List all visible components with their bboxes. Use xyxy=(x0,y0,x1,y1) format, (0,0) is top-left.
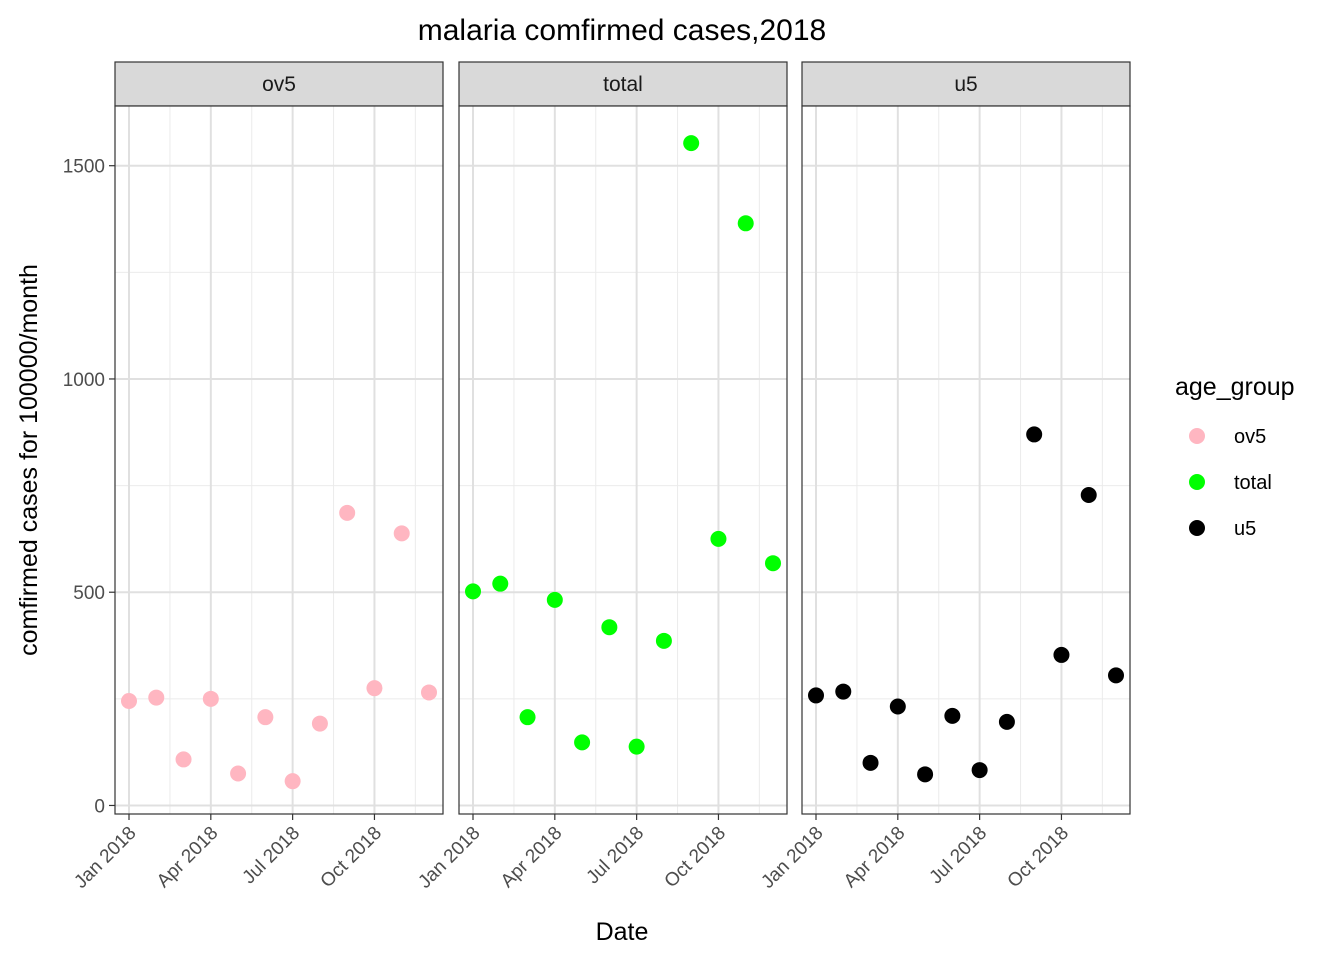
data-point-ov5 xyxy=(148,689,165,706)
data-point-total xyxy=(574,734,591,751)
strip-background xyxy=(114,61,444,107)
x-tick-label: Jul 2018 xyxy=(583,823,649,889)
legend-title: age_group xyxy=(1175,373,1295,401)
y-tick-label: 0 xyxy=(94,796,105,817)
data-point-u5 xyxy=(808,687,824,704)
data-point-total xyxy=(601,619,618,636)
strip-label-u5: u5 xyxy=(954,73,977,96)
data-point-u5 xyxy=(1080,486,1097,503)
legend-label-u5: u5 xyxy=(1234,518,1256,540)
x-tick-label: Oct 2018 xyxy=(1004,823,1073,892)
data-point-total xyxy=(546,591,563,608)
data-point-u5 xyxy=(835,683,852,700)
data-point-total xyxy=(628,738,645,755)
legend-key-ov5 xyxy=(1189,428,1205,444)
data-point-ov5 xyxy=(311,715,328,732)
data-point-ov5 xyxy=(421,684,437,701)
x-axis-title: Date xyxy=(596,918,649,946)
data-point-u5 xyxy=(998,713,1015,730)
y-tick-label: 500 xyxy=(73,583,105,604)
legend-item-u5: u5 xyxy=(1189,518,1256,540)
data-point-total xyxy=(465,583,481,600)
x-tick-label: Jul 2018 xyxy=(926,823,992,889)
data-point-ov5 xyxy=(257,709,274,726)
legend-items: ov5 total u5 xyxy=(1189,426,1272,540)
legend-label-ov5: ov5 xyxy=(1234,426,1266,448)
x-tick-label: Apr 2018 xyxy=(153,823,222,892)
data-point-ov5 xyxy=(393,525,410,542)
data-point-total xyxy=(655,632,672,649)
strip-label-ov5: ov5 xyxy=(262,73,296,96)
data-point-u5 xyxy=(971,762,988,779)
x-tick-label: Apr 2018 xyxy=(840,823,909,892)
data-point-u5 xyxy=(862,754,879,771)
y-tick-label: 1500 xyxy=(63,157,105,178)
legend: age_group ov5 total u5 xyxy=(1175,373,1295,540)
data-point-ov5 xyxy=(202,690,219,707)
data-point-ov5 xyxy=(284,773,301,790)
panel-border xyxy=(458,105,788,815)
facet-panel-total: total Jan 2018 Apr 2018 Jul 2018 Oct 2018 xyxy=(414,61,788,893)
x-tick-label: Oct 2018 xyxy=(661,823,730,892)
strip-background xyxy=(801,61,1131,107)
facet-panel-u5: u5 Jan 2018 Apr 2018 Jul 2018 Oct 2018 xyxy=(757,61,1131,893)
panel-border xyxy=(801,105,1131,815)
legend-label-total: total xyxy=(1234,472,1272,494)
data-point-ov5 xyxy=(121,692,137,709)
chart-title: malaria comfirmed cases,2018 xyxy=(418,14,827,47)
data-point-u5 xyxy=(917,766,934,783)
facet-panel-ov5: ov5 Jan 2018 Apr 2018 Jul 2018 Oct 2018 xyxy=(70,61,444,893)
data-point-ov5 xyxy=(366,680,383,697)
legend-key-total xyxy=(1189,474,1205,490)
panel-background xyxy=(459,106,787,814)
x-tick-label: Oct 2018 xyxy=(317,823,386,892)
panel-border xyxy=(114,105,444,815)
x-tick-label: Jan 2018 xyxy=(414,823,484,893)
data-point-total xyxy=(683,135,700,152)
data-point-ov5 xyxy=(339,504,356,521)
x-tick-label: Apr 2018 xyxy=(497,823,566,892)
strip-label-total: total xyxy=(603,73,643,96)
y-axis-title: comfirmed cases for 100000/month xyxy=(15,264,43,656)
panel-background xyxy=(802,106,1130,814)
data-point-total xyxy=(519,709,536,726)
legend-key-u5 xyxy=(1189,520,1205,536)
data-point-total xyxy=(765,555,781,572)
legend-item-total: total xyxy=(1189,472,1272,494)
data-point-ov5 xyxy=(175,751,192,768)
data-point-u5 xyxy=(1026,426,1043,443)
x-tick-label: Jul 2018 xyxy=(239,823,305,889)
data-point-u5 xyxy=(1053,646,1070,663)
y-axis: 0 500 1000 1500 xyxy=(63,157,115,817)
data-point-total xyxy=(492,575,509,592)
x-tick-label: Jan 2018 xyxy=(757,823,827,893)
panel-background xyxy=(115,106,443,814)
y-tick-label: 1000 xyxy=(63,370,105,391)
data-point-total xyxy=(710,530,727,547)
data-point-u5 xyxy=(889,698,906,715)
x-tick-label: Jan 2018 xyxy=(70,823,140,893)
data-point-total xyxy=(737,215,754,232)
data-point-u5 xyxy=(944,707,961,724)
data-point-ov5 xyxy=(230,765,247,782)
data-point-u5 xyxy=(1108,667,1124,684)
legend-item-ov5: ov5 xyxy=(1189,426,1266,448)
